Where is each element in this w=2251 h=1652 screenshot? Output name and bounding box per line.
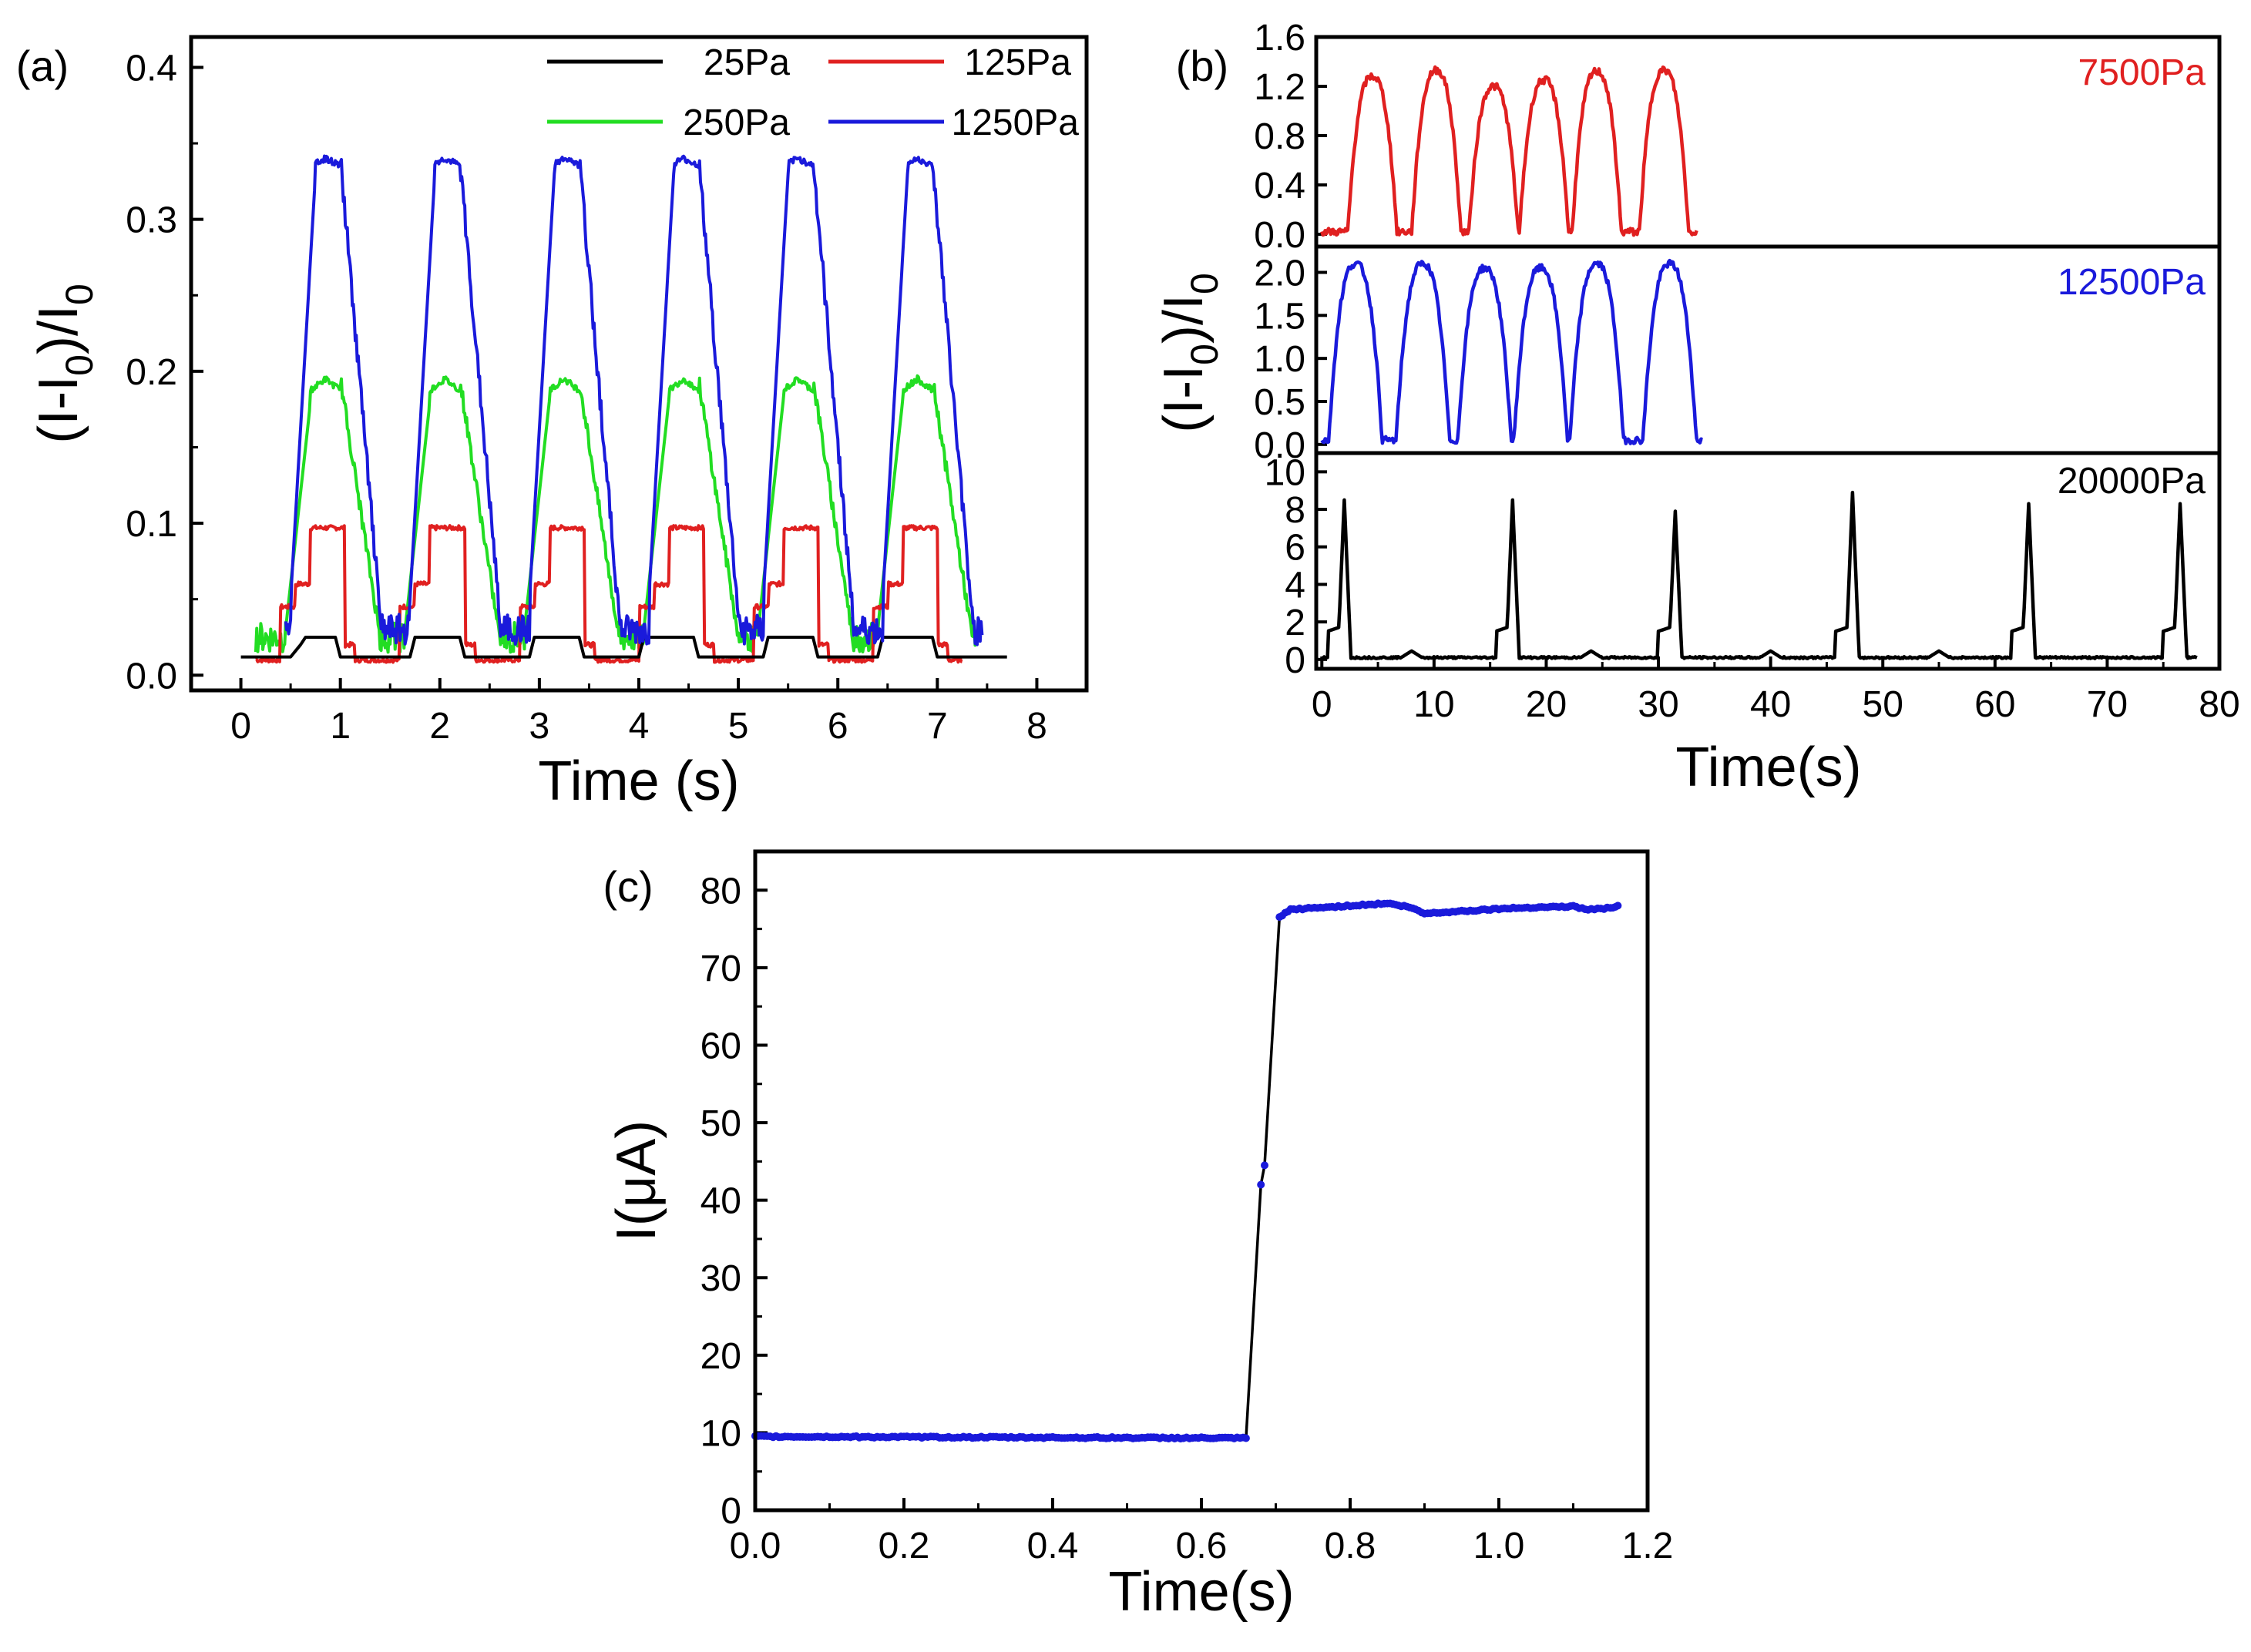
x-tick-label: 1.2 [1622,1526,1674,1566]
series-1250Pa-line [284,154,984,646]
y-axis-label: I(μA) [606,1120,667,1241]
data-point [1261,1161,1268,1170]
y-tick-label: 1.2 [1254,67,1305,108]
x-tick-label: 0 [1312,684,1332,725]
panel-a: 0 1 2 3 4 5 6 7 8 0.0 0.1 0.2 0.3 0.4 25Pa 125Pa 250Pa 12… [16,35,1089,812]
x-axis-label: Time(s) [1675,737,1861,798]
legend-label-25Pa: 25Pa [704,42,790,83]
subpanel-label-12500Pa: 12500Pa [2058,262,2206,303]
x-tick-label: 20 [1526,684,1567,725]
x-tick-label: 0 [230,706,251,747]
y-tick-label: 1.0 [1254,339,1305,380]
panel-label-a: (a) [16,42,69,90]
series-7500Pa-line [1320,65,1698,237]
y-tick-label: 0.3 [126,200,177,241]
y-tick-label: 0.0 [1254,215,1305,256]
x-tick-label: 2 [429,706,450,747]
legend-label-125Pa: 125Pa [964,42,1071,83]
y-tick-label: 80 [700,871,741,912]
x-tick-label: 0.2 [879,1526,930,1566]
data-point [1241,1434,1250,1442]
y-tick-label: 40 [700,1181,741,1222]
x-tick-label: 1 [330,706,351,747]
x-tick-label: 7 [927,706,948,747]
panel-label-b: (b) [1176,42,1228,90]
panel-a-frame [189,35,1089,693]
x-tick-label: 3 [529,706,550,747]
y-tick-label: 8 [1285,490,1305,531]
x-tick-label: 0.8 [1325,1526,1376,1566]
y-tick-label: 20 [700,1336,741,1377]
legend-label-1250Pa: 1250Pa [952,102,1080,143]
y-tick-label: 0.0 [126,656,177,697]
x-tick-label: 70 [2087,684,2128,725]
y-tick-label: 6 [1285,528,1305,569]
x-tick-label: 6 [828,706,848,747]
x-tick-label: 1.0 [1473,1526,1525,1566]
panel-c: 0.0 0.2 0.4 0.6 0.8 1.0 1.2 0 10 20 30 40 50 60 70 80 (c… [603,849,1674,1623]
y-tick-label: 10 [1265,452,1305,493]
data-point [1257,1180,1265,1189]
y-tick-label: 0.5 [1254,382,1305,423]
y-tick-label: 4 [1285,565,1305,606]
x-tick-label: 0.4 [1027,1526,1079,1566]
x-tick-label: 0.6 [1176,1526,1228,1566]
y-tick-label: 0.0 [1254,425,1305,466]
x-axis-label: Time(s) [1108,1561,1294,1623]
x-tick-label: 10 [1413,684,1454,725]
panel-c-frame [753,849,1650,1513]
y-tick-label: 0.1 [126,504,177,545]
series-20000Pa-line [1321,490,2198,660]
y-axis-label: (I-I0)/I0 [28,284,101,444]
legend-label-250Pa: 250Pa [683,102,790,143]
x-tick-label: 40 [1750,684,1791,725]
current-line [754,902,1619,1440]
y-tick-label: 0 [1285,640,1305,681]
y-tick-label: 30 [700,1258,741,1299]
y-axis-label: (I-I0)/I0 [1153,273,1226,433]
x-tick-label: 30 [1638,684,1678,725]
y-tick-label: 2.0 [1254,254,1305,294]
y-tick-label: 0.8 [1254,116,1305,157]
x-tick-label: 4 [629,706,650,747]
y-tick-label: 2 [1285,603,1305,643]
y-tick-label: 50 [700,1103,741,1144]
x-tick-label: 50 [1863,684,1903,725]
y-tick-label: 0.4 [1254,166,1305,206]
x-tick-label: 8 [1026,706,1047,747]
data-point [1614,902,1622,910]
subpanel-frame-20000Pa [1314,451,2222,671]
subpanel-label-7500Pa: 7500Pa [2078,52,2206,93]
series-12500Pa-line [1320,258,1704,445]
y-tick-label: 10 [700,1413,741,1454]
series-125Pa-line [255,524,963,664]
y-tick-label: 1.6 [1254,18,1305,59]
x-tick-label: 0.0 [730,1526,781,1566]
panel-label-c: (c) [603,862,653,911]
x-tick-label: 60 [1974,684,2015,725]
y-tick-label: 0.4 [126,48,177,89]
series-25Pa-line [240,636,1007,659]
y-tick-label: 60 [700,1026,741,1066]
y-tick-label: 0 [721,1491,741,1532]
y-tick-label: 0.2 [126,352,177,393]
x-tick-label: 5 [728,706,749,747]
subpanel-label-20000Pa: 20000Pa [2058,461,2206,502]
y-tick-label: 1.5 [1254,296,1305,337]
x-tick-label: 80 [2199,684,2239,725]
x-axis-label: Time (s) [538,750,739,812]
y-tick-label: 70 [700,949,741,989]
